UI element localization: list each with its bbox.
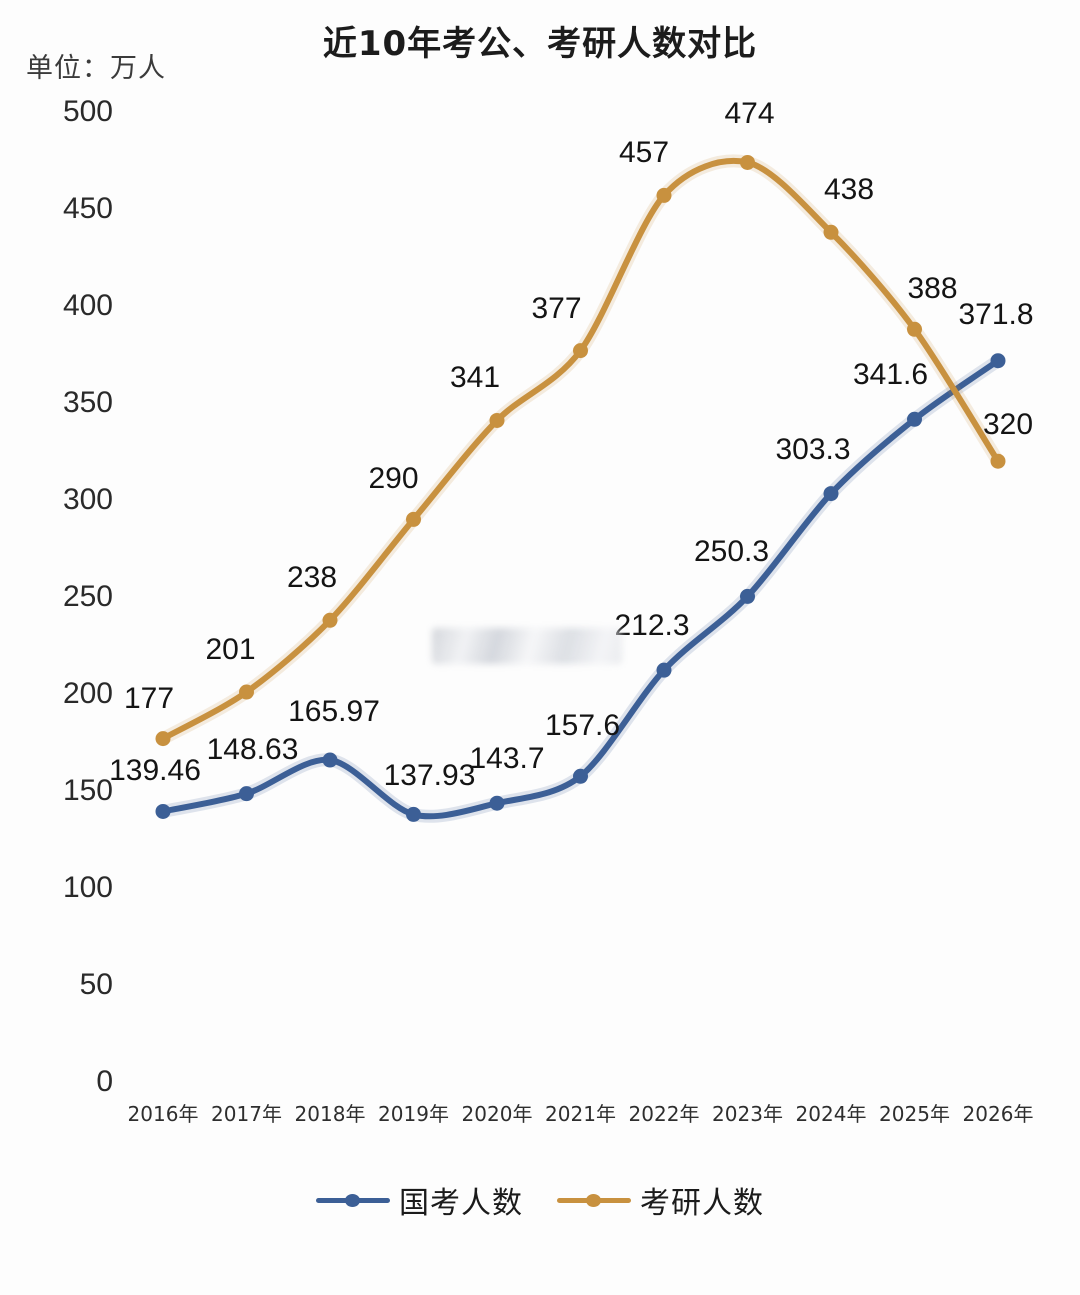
data-point[interactable]: [155, 803, 171, 819]
data-point-label: 212.3: [614, 609, 690, 643]
y-axis-tick-150: 150: [62, 774, 113, 807]
data-point[interactable]: [907, 411, 922, 427]
chart-legend: 国考人数 考研人数: [0, 1178, 1080, 1222]
data-point-label: 341.6: [852, 358, 929, 392]
legend-item-考研人数[interactable]: 考研人数: [557, 1178, 764, 1222]
unit-label: 单位：万人: [26, 53, 166, 84]
data-point[interactable]: [990, 453, 1006, 469]
legend-swatch-icon: [316, 1191, 390, 1209]
data-point[interactable]: [823, 486, 839, 502]
y-axis-tick-350: 350: [62, 386, 113, 419]
legend-label: 考研人数: [640, 1186, 764, 1221]
x-axis-tick-2024年: 2024年: [795, 1102, 867, 1126]
data-point[interactable]: [239, 786, 254, 802]
data-point-label: 177: [123, 681, 175, 715]
data-point[interactable]: [573, 343, 588, 359]
data-point-label: 303.3: [775, 432, 851, 466]
blurred-watermark: [432, 628, 622, 664]
x-axis-tick-2025年: 2025年: [879, 1102, 950, 1126]
data-point-label: 474: [724, 97, 775, 131]
data-point[interactable]: [406, 511, 421, 527]
y-axis-tick-100: 100: [62, 871, 113, 904]
x-axis-tick-2019年: 2019年: [378, 1102, 449, 1126]
data-point[interactable]: [656, 662, 672, 678]
data-point[interactable]: [656, 187, 672, 203]
data-point[interactable]: [740, 588, 755, 604]
legend-item-国考人数[interactable]: 国考人数: [316, 1178, 523, 1222]
data-point-label: 238: [286, 561, 338, 595]
y-axis-tick-labels: 500 450 400 350 300 250 200 150 100 50 0: [8, 0, 113, 1295]
y-axis-tick-200: 200: [62, 677, 113, 710]
data-point-label: 250.3: [693, 535, 770, 569]
data-point[interactable]: [322, 612, 338, 628]
data-point-label: 290: [368, 462, 419, 496]
x-axis-tick-2021年: 2021年: [545, 1102, 616, 1126]
data-point-label: 341: [449, 361, 501, 395]
x-axis-tick-2026年: 2026年: [962, 1102, 1034, 1126]
data-point-label: 457: [618, 136, 670, 170]
data-point[interactable]: [990, 353, 1006, 369]
data-point[interactable]: [907, 321, 922, 337]
data-point-label: 377: [531, 291, 582, 325]
data-point[interactable]: [406, 806, 421, 822]
data-point-label: 139.46: [109, 754, 201, 788]
x-axis-tick-2016年: 2016年: [127, 1102, 199, 1126]
data-point[interactable]: [239, 684, 254, 700]
data-point-label: 143.7: [469, 742, 545, 776]
data-point[interactable]: [823, 224, 839, 240]
data-point-label: 157.6: [544, 709, 621, 743]
x-axis-tick-2020年: 2020年: [461, 1102, 533, 1126]
y-axis-tick-450: 450: [62, 192, 113, 225]
legend-label: 国考人数: [399, 1186, 523, 1221]
data-point-label: 320: [982, 408, 1034, 442]
series-line-国考人数: [160, 357, 1001, 820]
data-point-label: 438: [823, 173, 875, 207]
data-point[interactable]: [489, 795, 505, 811]
y-axis-tick-50: 50: [79, 968, 113, 1001]
data-point-label: 388: [907, 272, 958, 306]
data-point-label: 165.97: [288, 695, 380, 729]
y-axis-tick-250: 250: [62, 580, 113, 613]
x-axis-tick-2017年: 2017年: [211, 1102, 282, 1126]
data-point-label: 148.63: [206, 732, 299, 766]
series-line-考研人数: [160, 158, 1001, 742]
y-axis-tick-500: 500: [62, 95, 113, 128]
x-axis-tick-2022年: 2022年: [628, 1102, 700, 1126]
y-axis-tick-0: 0: [96, 1065, 113, 1098]
data-point[interactable]: [155, 731, 171, 747]
data-point[interactable]: [322, 752, 338, 768]
y-axis-tick-300: 300: [62, 483, 113, 516]
data-point-label: 137.93: [383, 759, 476, 793]
data-point[interactable]: [489, 412, 505, 428]
data-point[interactable]: [573, 768, 588, 784]
y-axis-tick-400: 400: [62, 289, 113, 322]
page-title: 近10年考公、考研人数对比: [322, 24, 758, 64]
x-axis-tick-2023年: 2023年: [712, 1102, 783, 1126]
legend-swatch-icon: [557, 1191, 631, 1209]
x-axis-tick-2018年: 2018年: [294, 1102, 366, 1126]
data-point[interactable]: [740, 154, 755, 170]
data-point-label: 371.8: [958, 297, 1034, 331]
data-point-label: 201: [205, 633, 256, 667]
